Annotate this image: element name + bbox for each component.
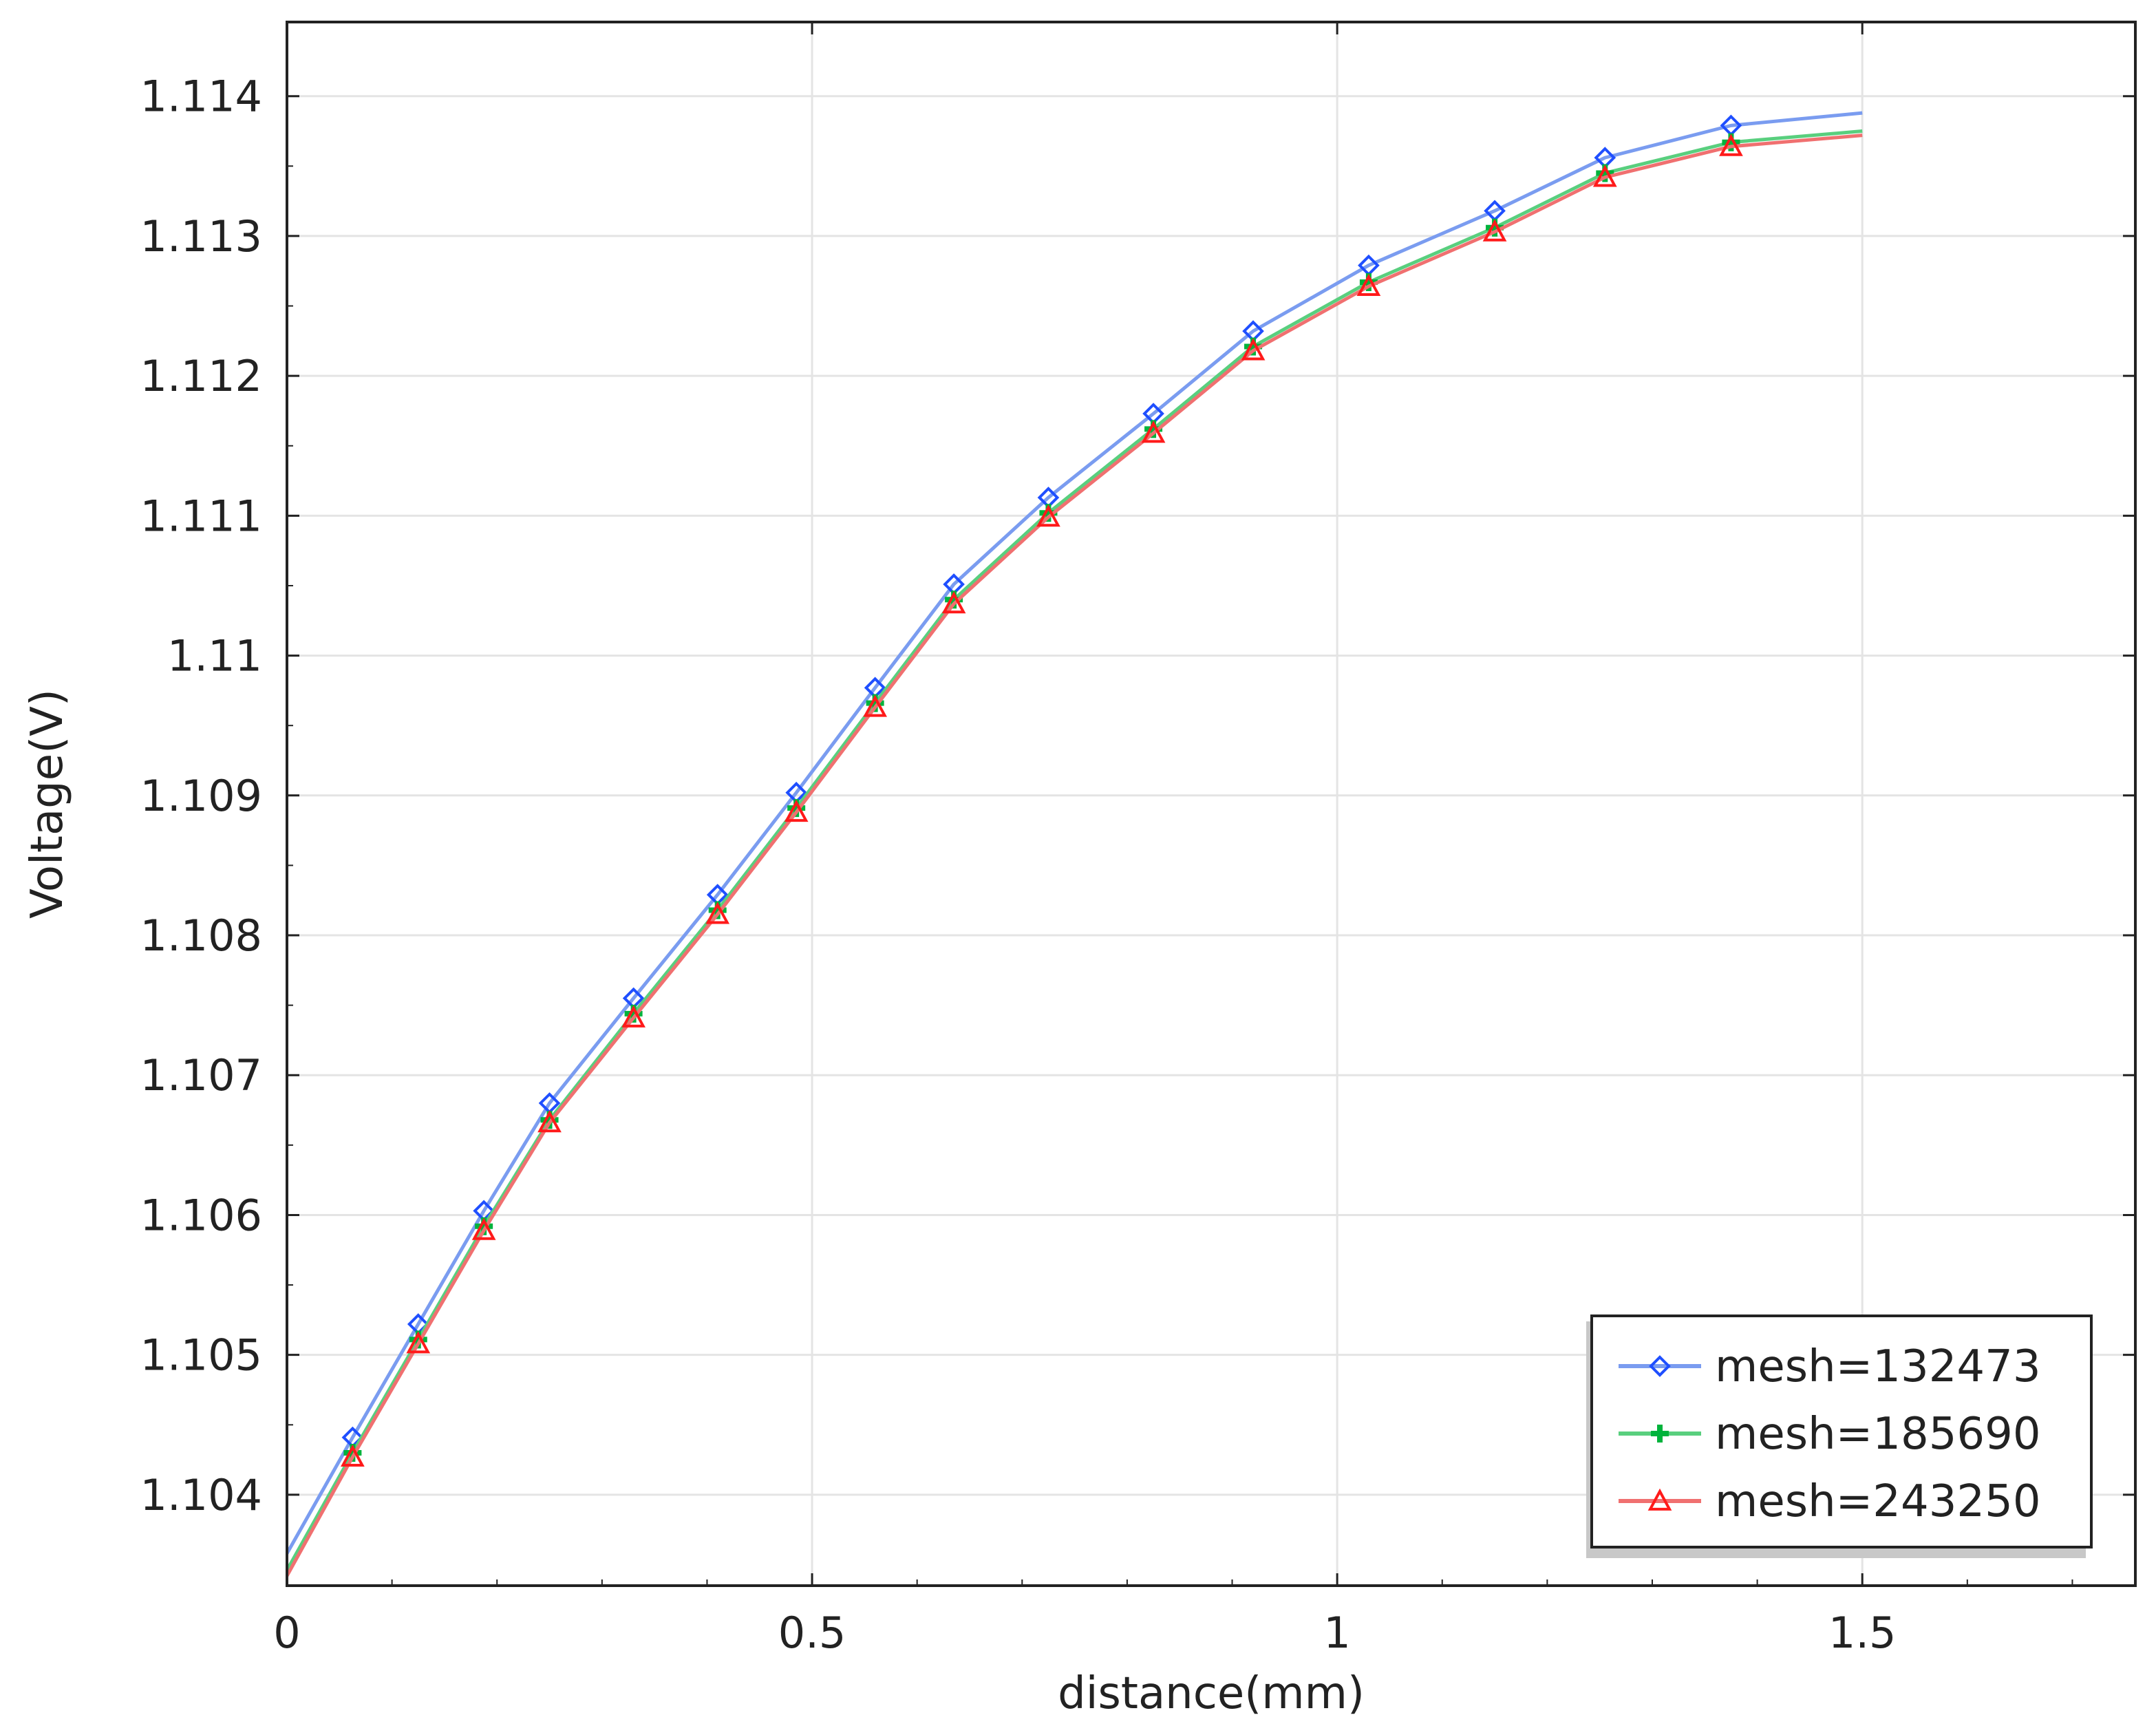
plot-area-frame	[286, 21, 2137, 1587]
triangle-marker	[1141, 421, 1166, 443]
y-tick-label: 1.109	[140, 771, 263, 821]
y-tick-label: 1.111	[140, 491, 263, 541]
series-group	[285, 111, 1863, 1577]
triangle-marker	[1592, 164, 1617, 187]
y-tick-label: 1.104	[140, 1470, 263, 1520]
plus-marker	[1651, 1425, 1669, 1443]
y-tick-label: 1.108	[140, 911, 263, 961]
y-axis-title: Voltage(V)	[22, 689, 73, 919]
legend-label: mesh=185690	[1715, 1409, 2041, 1460]
legend-item: mesh=243250	[1619, 1476, 2041, 1527]
y-tick-label: 1.114	[140, 72, 263, 122]
series-3	[285, 134, 1863, 1577]
triangle-marker	[1241, 338, 1266, 361]
triangle-marker	[621, 1005, 645, 1028]
triangle-marker	[471, 1217, 496, 1240]
x-axis-title: distance(mm)	[1058, 1668, 1365, 1719]
triangle-marker	[705, 902, 730, 924]
x-tick-label: 1	[1323, 1608, 1350, 1658]
legend-item: mesh=185690	[1619, 1409, 2041, 1460]
legend: mesh=132473 mesh=185690 mesh=243250	[1586, 1314, 2093, 1558]
x-axis-tick-labels: 0 0.5 1 1.5	[273, 1608, 1896, 1658]
triangle-marker	[341, 1444, 365, 1467]
triangle-marker	[406, 1331, 431, 1354]
triangle-marker	[1356, 273, 1381, 296]
y-tick-label: 1.107	[140, 1050, 263, 1100]
triangle-marker	[1719, 134, 1743, 156]
diamond-marker	[1649, 1355, 1671, 1377]
triangle-marker	[1482, 219, 1507, 242]
grid	[286, 22, 2135, 1586]
legend-items: mesh=132473 mesh=185690 mesh=243250	[1619, 1341, 2041, 1527]
y-tick-label: 1.105	[140, 1330, 263, 1381]
triangle-marker	[784, 799, 809, 822]
legend-label: mesh=243250	[1715, 1476, 2041, 1527]
x-tick-label: 0	[273, 1608, 300, 1658]
y-tick-label: 1.11	[167, 631, 262, 681]
x-tick-label: 1.5	[1828, 1608, 1897, 1658]
y-tick-label: 1.113	[140, 211, 263, 262]
triangle-marker	[537, 1110, 562, 1133]
y-axis-tick-labels: 1.104 1.105 1.106 1.107 1.108 1.109 1.11 1.111 1…	[140, 72, 263, 1520]
y-tick-label: 1.112	[140, 351, 263, 401]
series-line	[285, 134, 1863, 1577]
triangle-marker	[1036, 504, 1060, 527]
x-tick-label: 0.5	[778, 1608, 846, 1658]
triangle-marker	[941, 591, 966, 614]
triangle-marker	[1647, 1488, 1672, 1511]
series-line	[285, 111, 1863, 1555]
y-tick-label: 1.106	[140, 1190, 263, 1240]
legend-item: mesh=132473	[1619, 1341, 2041, 1392]
axis-ticks	[286, 22, 2135, 1586]
legend-label: mesh=132473	[1715, 1341, 2041, 1392]
triangle-marker	[863, 694, 887, 717]
series-line	[285, 129, 1863, 1571]
